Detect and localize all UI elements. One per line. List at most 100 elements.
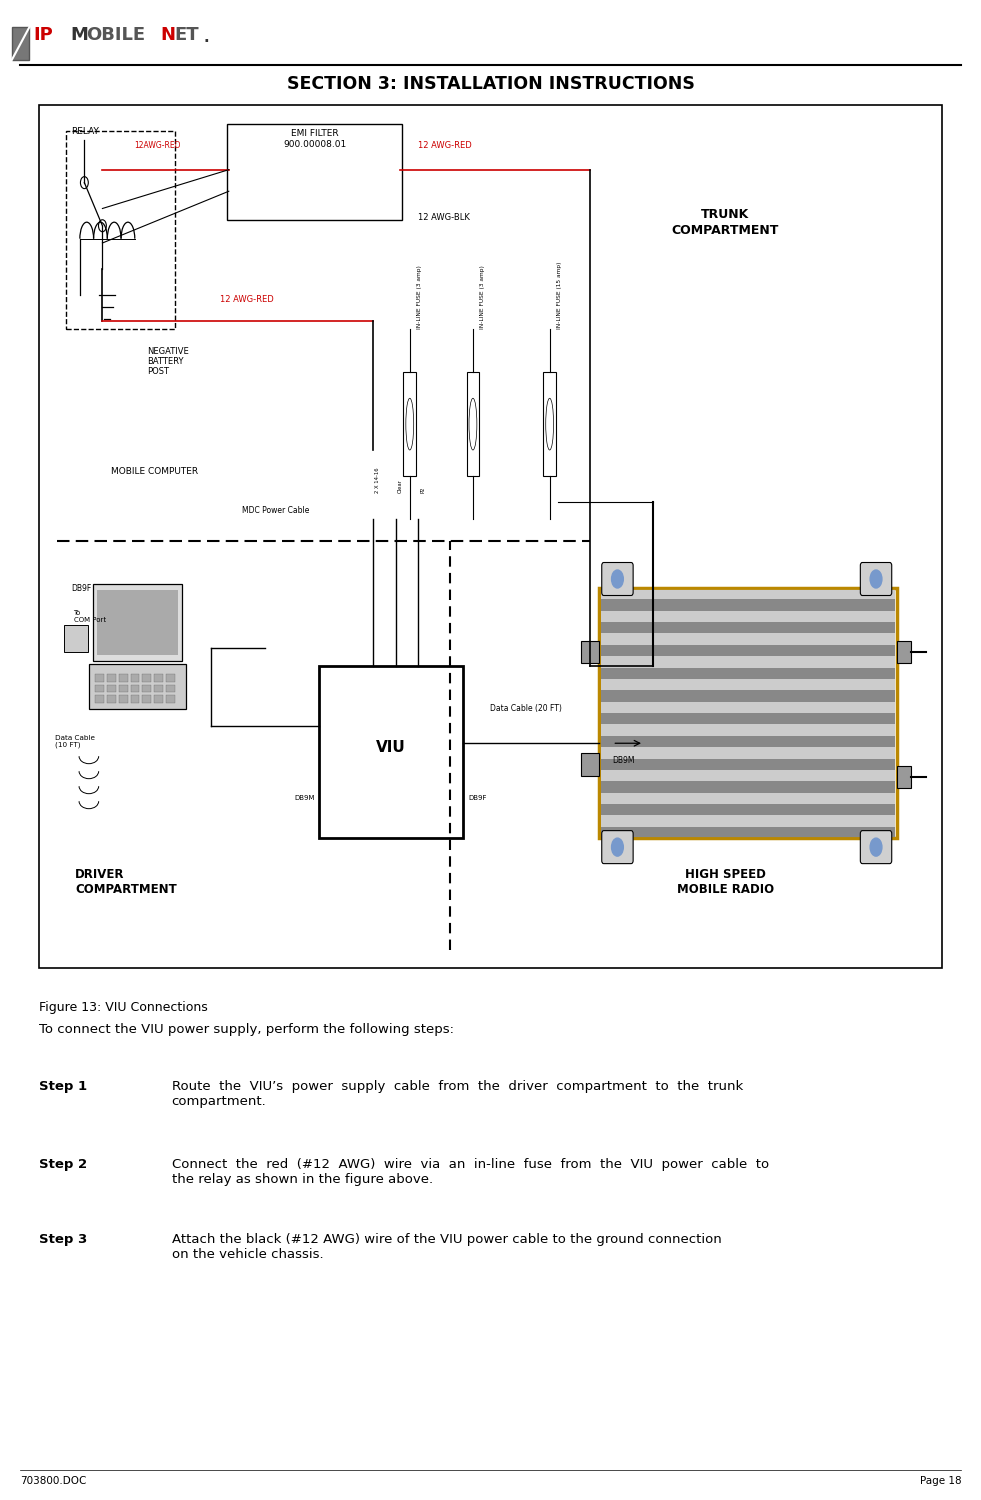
Text: MOBILE COMPUTER: MOBILE COMPUTER — [112, 468, 198, 477]
Text: Figure 13: VIU Connections: Figure 13: VIU Connections — [39, 1000, 208, 1014]
Bar — [600, 759, 895, 770]
Text: Connect  the  red  (#12  AWG)  wire  via  an  in-line  fuse  from  the  VIU  pow: Connect the red (#12 AWG) wire via an in… — [172, 1158, 769, 1186]
Bar — [154, 696, 163, 702]
Bar — [119, 675, 128, 681]
Text: MDC Power Cable: MDC Power Cable — [242, 506, 310, 515]
Text: To connect the VIU power supply, perform the following steps:: To connect the VIU power supply, perform… — [39, 1023, 454, 1036]
Bar — [64, 624, 88, 651]
Bar — [130, 696, 139, 702]
Bar — [600, 622, 895, 633]
Text: Step 1: Step 1 — [39, 1080, 87, 1094]
Text: IN-LINE FUSE (15 amp): IN-LINE FUSE (15 amp) — [557, 261, 562, 330]
Ellipse shape — [545, 399, 553, 450]
Text: DB9F: DB9F — [468, 795, 487, 801]
Text: Step 2: Step 2 — [39, 1158, 87, 1172]
Bar — [600, 680, 895, 690]
Text: M: M — [71, 26, 88, 44]
FancyBboxPatch shape — [601, 831, 633, 864]
Bar — [600, 712, 895, 724]
Text: 12AWG-RED: 12AWG-RED — [134, 141, 181, 150]
FancyBboxPatch shape — [601, 562, 633, 596]
Circle shape — [870, 570, 882, 588]
Bar — [319, 666, 463, 838]
FancyBboxPatch shape — [12, 27, 29, 60]
Bar — [600, 770, 895, 782]
Bar — [93, 584, 181, 660]
Bar — [600, 588, 895, 600]
Text: 12 AWG-RED: 12 AWG-RED — [220, 296, 274, 304]
Bar — [107, 684, 116, 693]
Text: 703800.DOC: 703800.DOC — [20, 1476, 86, 1486]
Bar — [130, 675, 139, 681]
Text: P2: P2 — [420, 486, 425, 494]
Bar — [95, 684, 104, 693]
Bar — [39, 105, 942, 967]
Text: SECTION 3: INSTALLATION INSTRUCTIONS: SECTION 3: INSTALLATION INSTRUCTIONS — [286, 75, 695, 93]
Text: .: . — [203, 30, 209, 45]
Bar — [581, 640, 598, 663]
Bar — [95, 675, 104, 681]
Text: IP: IP — [33, 26, 53, 44]
Text: NEGATIVE
BATTERY
POST: NEGATIVE BATTERY POST — [147, 346, 189, 376]
Text: To
COM Port: To COM Port — [74, 609, 106, 622]
Bar — [403, 372, 416, 476]
Bar — [142, 684, 151, 693]
Bar — [107, 696, 116, 702]
Bar — [154, 675, 163, 681]
Circle shape — [611, 570, 623, 588]
Text: DB9F: DB9F — [71, 584, 91, 592]
Bar — [600, 633, 895, 645]
Bar — [543, 372, 556, 476]
Bar — [600, 724, 895, 736]
Bar — [600, 645, 895, 656]
Bar — [600, 702, 895, 712]
Bar — [166, 684, 175, 693]
Bar — [600, 690, 895, 702]
Bar — [142, 675, 151, 681]
FancyBboxPatch shape — [860, 562, 892, 596]
Bar — [154, 684, 163, 693]
Circle shape — [870, 839, 882, 856]
Circle shape — [611, 839, 623, 856]
Text: 12 AWG-BLK: 12 AWG-BLK — [418, 213, 470, 222]
Text: IN-LINE FUSE (3 amp): IN-LINE FUSE (3 amp) — [417, 266, 422, 330]
Bar — [897, 765, 911, 788]
Text: 12 AWG-RED: 12 AWG-RED — [418, 141, 472, 150]
Bar — [581, 753, 598, 776]
Text: HIGH SPEED
MOBILE RADIO: HIGH SPEED MOBILE RADIO — [677, 868, 774, 897]
Bar — [598, 588, 897, 838]
Text: 2 X 14-16: 2 X 14-16 — [375, 468, 380, 494]
Bar — [97, 591, 178, 654]
Bar — [119, 684, 128, 693]
FancyBboxPatch shape — [227, 123, 402, 220]
Bar — [600, 736, 895, 747]
Text: DB9M: DB9M — [294, 795, 315, 801]
Bar — [600, 804, 895, 816]
Text: EMI FILTER
900.00008.01: EMI FILTER 900.00008.01 — [283, 129, 346, 149]
Bar — [119, 696, 128, 702]
Bar — [67, 130, 175, 330]
Bar — [600, 668, 895, 680]
Bar — [600, 600, 895, 610]
Ellipse shape — [469, 399, 477, 450]
Text: N: N — [160, 26, 175, 44]
Bar — [598, 588, 897, 838]
Ellipse shape — [406, 399, 414, 450]
Text: Page 18: Page 18 — [920, 1476, 961, 1486]
Text: DRIVER
COMPARTMENT: DRIVER COMPARTMENT — [76, 868, 178, 897]
Bar — [600, 816, 895, 827]
Text: Step 3: Step 3 — [39, 1233, 87, 1246]
Bar — [600, 747, 895, 759]
Bar — [166, 696, 175, 702]
Text: VIU: VIU — [377, 740, 406, 754]
Text: IN-LINE FUSE (3 amp): IN-LINE FUSE (3 amp) — [481, 266, 486, 330]
Text: Attach the black (#12 AWG) wire of the VIU power cable to the ground connection
: Attach the black (#12 AWG) wire of the V… — [172, 1233, 721, 1262]
Text: Data Cable (20 FT): Data Cable (20 FT) — [490, 705, 562, 714]
Text: OBILE: OBILE — [86, 26, 145, 44]
Text: RELAY: RELAY — [71, 126, 99, 135]
Bar — [142, 696, 151, 702]
Bar — [600, 610, 895, 622]
Bar — [600, 656, 895, 668]
Bar — [467, 372, 480, 476]
Bar — [166, 675, 175, 681]
